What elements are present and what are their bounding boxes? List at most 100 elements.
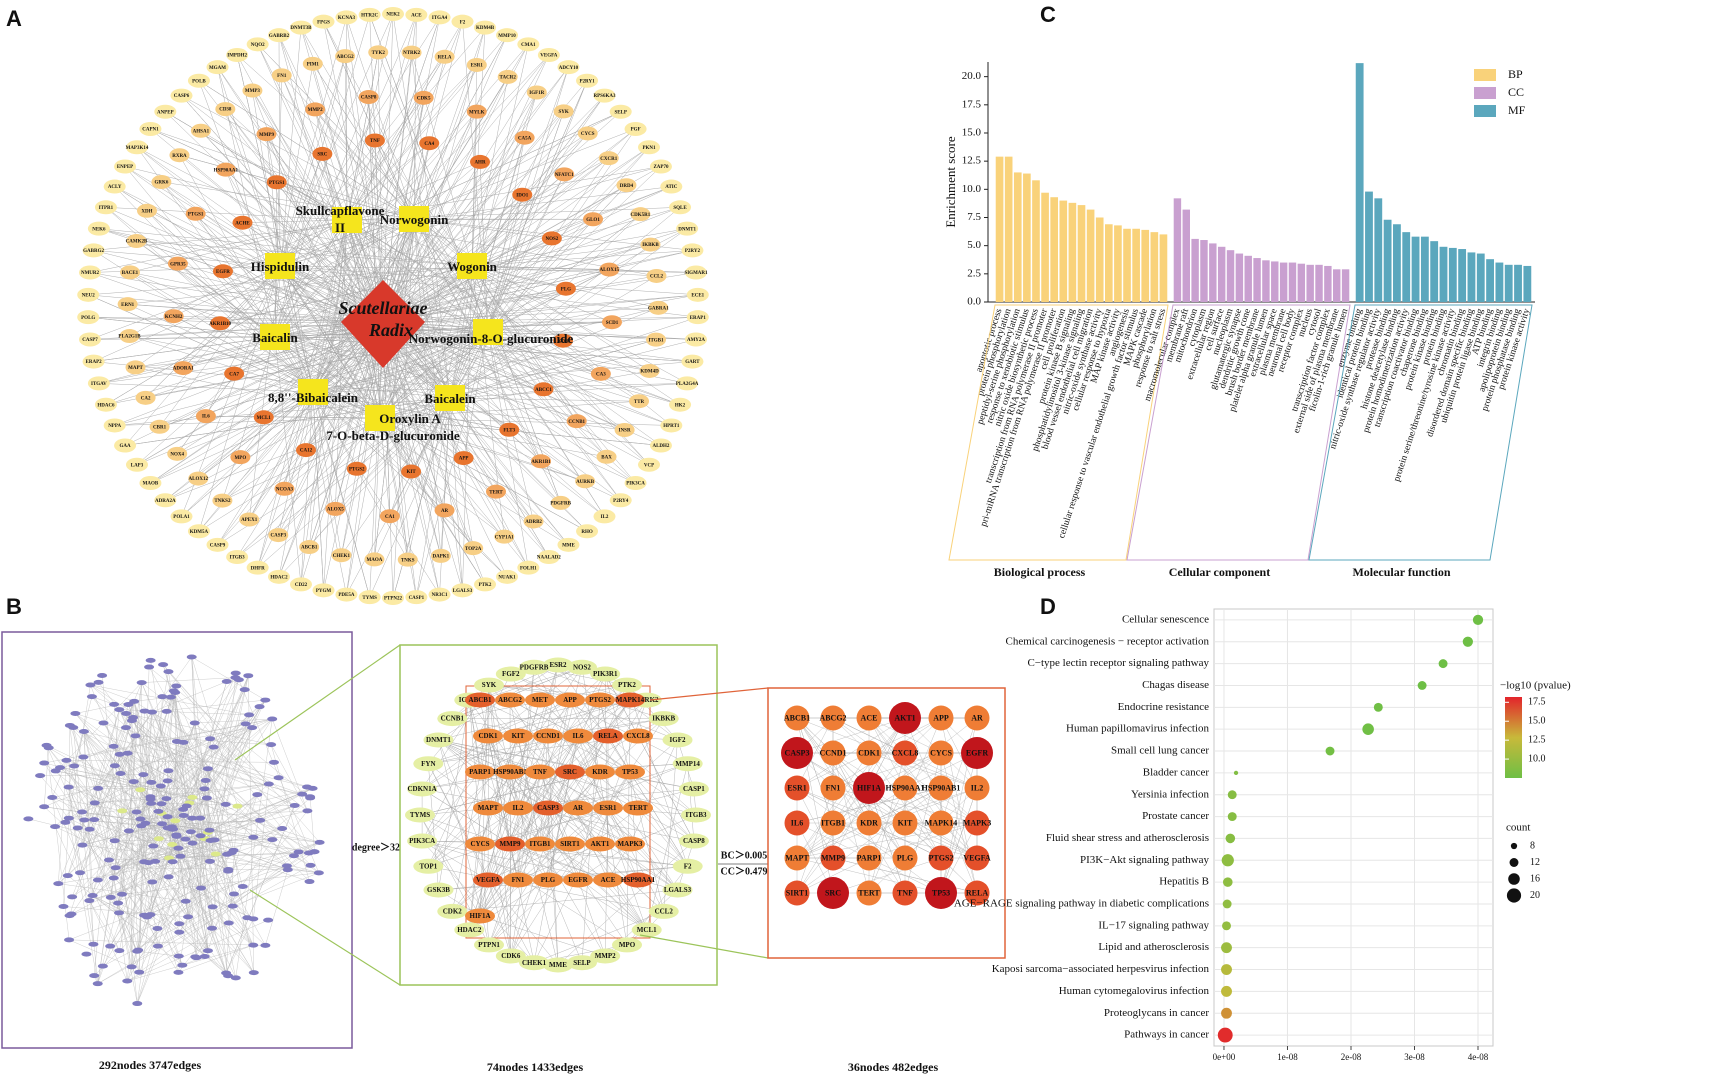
node [856, 845, 882, 871]
node [856, 740, 882, 766]
node [109, 838, 120, 844]
x-tick-label: 1e-08 [1277, 1052, 1298, 1062]
gene-label: ANPEP [157, 110, 174, 115]
gene-label: KCNA3 [338, 16, 356, 21]
node-label: TYMS [410, 811, 430, 819]
edge [281, 75, 415, 220]
edge [185, 901, 209, 951]
node-label: MMP14 [675, 760, 700, 768]
gene-node [289, 20, 312, 35]
edge [181, 95, 384, 323]
node [230, 670, 241, 676]
node [110, 865, 121, 871]
node [139, 708, 150, 714]
node-label: SRC [563, 768, 577, 776]
y-tick-label: 15.0 [962, 127, 982, 139]
edge [161, 718, 273, 814]
edge [479, 807, 489, 917]
gene-node [526, 85, 547, 100]
edge [471, 265, 681, 405]
edge [137, 727, 253, 1004]
gene-label: CASP1 [409, 596, 425, 601]
edge [114, 186, 384, 323]
bar [1253, 258, 1261, 302]
edge [46, 745, 70, 940]
edge [90, 684, 178, 742]
edge [346, 219, 445, 511]
node [503, 872, 533, 888]
edge [132, 701, 135, 718]
gene-label: ITGAV [91, 382, 107, 387]
compound-label: Baicalin [252, 330, 298, 345]
node-label: CCND1 [819, 748, 846, 757]
node-label: TP53 [932, 888, 950, 897]
gene-node [583, 212, 604, 227]
gene-label: NUAK1 [498, 575, 516, 580]
edge [312, 63, 384, 323]
node [454, 922, 485, 938]
edge [509, 771, 628, 946]
compound-label: Skullcapflavone [296, 203, 385, 218]
node [407, 833, 438, 849]
gene-label: ACHE [235, 221, 250, 226]
gene-label: GABRG2 [83, 249, 104, 254]
edge [379, 417, 661, 446]
node-label: CDK1 [858, 748, 880, 757]
gene-label: CYP1A1 [495, 535, 514, 540]
gene-label: SELP [614, 110, 627, 115]
edge [242, 219, 348, 223]
node-label: CDKN1A [408, 785, 437, 793]
dot [1221, 1007, 1232, 1019]
node [109, 701, 120, 707]
node [161, 708, 172, 714]
node [254, 704, 265, 710]
gene-node [681, 354, 704, 369]
edge [237, 806, 310, 882]
edge [274, 336, 544, 390]
gene-node [226, 48, 249, 63]
edge [274, 244, 651, 338]
gene-node [686, 310, 709, 325]
edge [413, 218, 636, 484]
gene-node [267, 28, 290, 43]
edge [233, 850, 319, 874]
gene-node [576, 524, 599, 539]
bar [1068, 202, 1077, 302]
gene-label: NAALAD2 [537, 556, 561, 561]
edge [539, 771, 647, 931]
gene-label: ABCG2 [337, 55, 354, 60]
node [495, 836, 525, 852]
edge [113, 735, 136, 879]
edge [274, 336, 302, 585]
edge [487, 331, 625, 431]
edge [83, 756, 170, 859]
edge [270, 744, 308, 811]
node [585, 764, 615, 780]
node [289, 803, 300, 809]
node [566, 659, 597, 675]
gene-label: ZAP70 [653, 165, 669, 170]
gene-node [215, 162, 236, 177]
node [678, 781, 709, 797]
edge [308, 218, 415, 548]
edge [382, 269, 610, 323]
node [187, 794, 198, 800]
gene-node [537, 48, 560, 63]
edge [428, 807, 519, 867]
gene-label: MMP3 [245, 89, 260, 94]
panel-label: D [1040, 594, 1056, 619]
y-tick-label: 10.0 [962, 183, 982, 195]
y-axis-label: Enrichment score [943, 136, 958, 228]
node-label: MAPK14 [925, 818, 957, 827]
gene-node [117, 297, 138, 312]
edge [344, 56, 348, 221]
node-label: ESR1 [787, 783, 807, 792]
node-label: MAPT [785, 853, 809, 862]
edge [68, 725, 71, 819]
gene-node [170, 509, 193, 524]
edge [796, 787, 834, 894]
y-tick-label: Chagas disease [1142, 679, 1209, 691]
gene-label: DRD4 [620, 184, 634, 189]
gene-node [649, 159, 672, 174]
edge [92, 895, 183, 966]
